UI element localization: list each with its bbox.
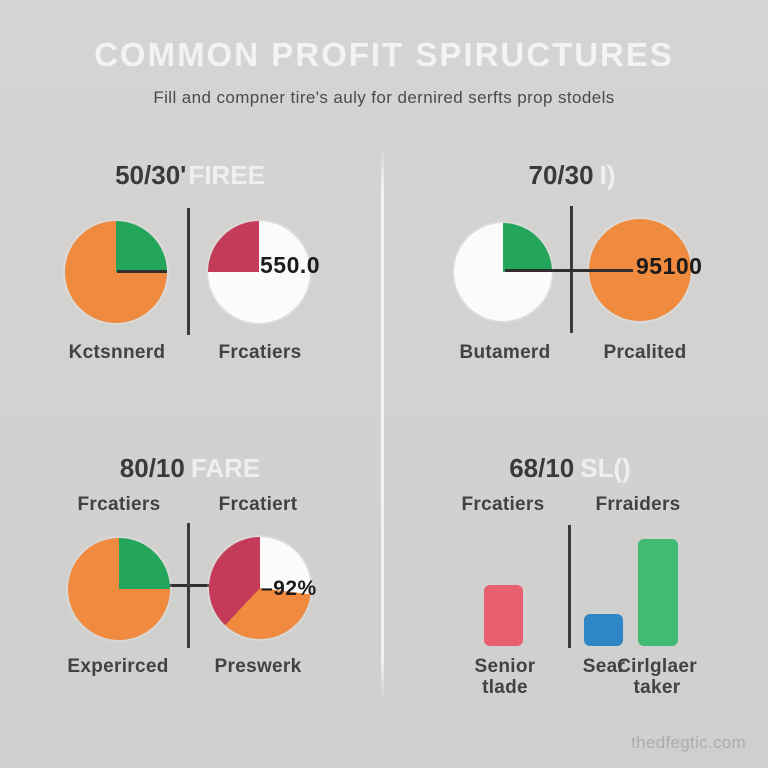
divider-line	[187, 208, 190, 335]
center-divider-line	[381, 146, 384, 702]
group-sublabel: Frcatiers	[461, 494, 545, 515]
pie-white-orange-crimson	[209, 537, 311, 639]
quadrant-edge-line	[117, 270, 167, 273]
panel-heading: 70/30 I)	[529, 160, 616, 191]
leader-line	[505, 269, 633, 272]
bar-label: Senior tlade	[475, 656, 536, 698]
bar-label-line: Senior	[474, 656, 536, 677]
bar-cirlglaer-taker	[638, 539, 678, 646]
pie-annotation: 95100	[636, 253, 703, 279]
pie-label: Prcalited	[603, 342, 687, 363]
page-subtitle: Fill and compner tire's auly for dernire…	[153, 88, 615, 107]
bar-label: Cirlglaer taker	[617, 656, 697, 698]
heading-tag: FIREE	[188, 160, 265, 190]
panel-heading: 68/10 SL()	[509, 453, 631, 484]
pie-sublabel: Frcatiert	[218, 494, 298, 515]
heading-ratio: 50/30'	[115, 160, 187, 190]
divider-line	[568, 525, 571, 648]
heading-tag: I)	[599, 160, 616, 190]
panel-heading: 80/10 FARE	[120, 453, 260, 484]
heading-tag: FARE	[190, 453, 261, 483]
bar-label-line: Cirlglaer	[617, 656, 697, 677]
bar-label-line: tlade	[482, 677, 528, 698]
pie-white-green	[454, 223, 552, 321]
pie-label: Kctsnnerd	[68, 342, 166, 363]
bar-sear	[584, 614, 623, 646]
watermark: thedfegtic.com	[631, 733, 746, 752]
heading-ratio: 68/10	[509, 453, 575, 483]
bar-label-line: taker	[633, 677, 681, 698]
pie-label: Frcatiers	[218, 342, 302, 363]
bar-senior-tlade	[484, 585, 523, 646]
page-title: COMMON PROFIT SPIRUCTURES	[94, 36, 674, 73]
group-sublabel: Frraiders	[595, 494, 681, 515]
divider-line	[187, 523, 190, 648]
pie-orange-green	[68, 538, 170, 640]
pie-label: Butamerd	[459, 342, 551, 363]
heading-ratio: 80/10	[119, 453, 185, 483]
panel-heading: 50/30'FIREE	[115, 160, 265, 191]
bar-label: Sear	[583, 656, 625, 677]
pie-annotation: 550.0	[260, 252, 321, 278]
pie-sublabel: Frcatiers	[77, 494, 161, 515]
heading-ratio: 70/30	[528, 160, 594, 190]
heading-tag: SL()	[580, 453, 631, 483]
pie-white-crimson	[208, 221, 310, 323]
pie-label: Experirced	[67, 656, 169, 677]
pie-label: Preswerk	[214, 656, 302, 677]
pie-annotation: –92%	[261, 577, 317, 600]
bar-label-line: Sear	[582, 656, 626, 677]
